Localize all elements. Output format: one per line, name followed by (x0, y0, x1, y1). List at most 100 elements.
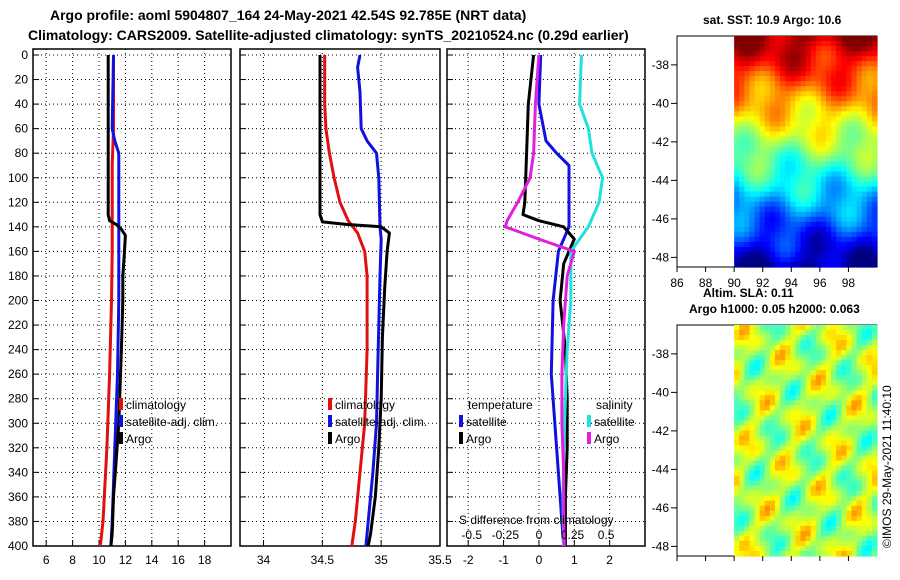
map-cell (856, 500, 863, 507)
map-cell (754, 545, 761, 552)
map-cell (790, 81, 796, 87)
map-cell (795, 440, 802, 447)
map-cell (805, 126, 812, 133)
map-cell (795, 176, 802, 183)
map-cell (836, 56, 842, 62)
map-cell (810, 370, 817, 376)
map-cell (851, 530, 858, 537)
depth-tick-label: 360 (8, 490, 28, 504)
map-cell (759, 430, 766, 437)
map-cell (831, 116, 837, 122)
map-cell (749, 151, 756, 158)
map-cell (800, 146, 807, 153)
map-cell (810, 176, 817, 183)
map-cell (744, 176, 751, 183)
map-cell (754, 81, 761, 87)
map-cell (871, 66, 878, 72)
map-cell (780, 106, 786, 112)
map-cell (856, 211, 863, 218)
sla-map-title-2: Argo h1000: 0.05 h2000: 0.063 (689, 302, 860, 316)
map-cell (815, 76, 822, 82)
map-cell (739, 181, 745, 188)
map-cell (749, 545, 756, 552)
map-cell (780, 141, 786, 148)
map-cell (769, 535, 776, 542)
map-cell (836, 410, 842, 416)
map-cell (780, 465, 786, 472)
map-cell (749, 121, 756, 127)
map-cell (810, 515, 817, 522)
map-cell (769, 86, 776, 92)
map-cell (871, 540, 878, 547)
map-cell (820, 520, 827, 527)
map-cell (744, 221, 751, 228)
difference-legend: temperature satellite Argo salinity sate… (459, 398, 635, 527)
map-cell (744, 400, 751, 406)
map-cell (785, 500, 791, 507)
x-tick-label: 10 (92, 553, 106, 567)
map-cell (785, 141, 791, 148)
map-cell (744, 435, 751, 442)
map-cell (851, 176, 858, 183)
map-cell (871, 525, 878, 532)
map-cell (831, 330, 837, 336)
map-cell (774, 86, 781, 92)
map-cell (759, 340, 766, 346)
map-cell (871, 201, 878, 208)
map-cell (785, 251, 791, 258)
map-cell (856, 86, 863, 92)
map-cell (831, 395, 837, 401)
map-cell (734, 375, 740, 381)
map-cell (739, 171, 745, 178)
series-line-climatology (98, 55, 115, 547)
map-cell (800, 535, 807, 542)
map-cell (739, 380, 745, 386)
map-cell (810, 500, 817, 507)
map-cell (795, 76, 802, 82)
map-cell (744, 385, 751, 391)
map-cell (769, 415, 776, 422)
map-cell (846, 91, 853, 97)
map-cell (820, 400, 827, 406)
map-cell (774, 41, 781, 47)
map-cell (754, 460, 761, 467)
map-cell (825, 405, 832, 411)
map-cell (795, 470, 802, 477)
map-cell (774, 56, 781, 62)
map-cell (846, 171, 853, 178)
map-cell (754, 515, 761, 522)
map-cell (780, 330, 786, 336)
map-cell (759, 96, 766, 102)
map-cell (815, 410, 822, 416)
map-cell (861, 71, 868, 77)
map-cell (780, 430, 786, 437)
map-cell (790, 435, 796, 442)
map-cell (866, 400, 873, 406)
map-cell (871, 420, 878, 427)
map-cell (744, 350, 751, 356)
map-cell (759, 191, 766, 198)
map-cell (790, 226, 796, 233)
map-cell (831, 211, 837, 218)
map-cell (800, 46, 807, 52)
map-cell (836, 395, 842, 401)
map-cell (836, 206, 842, 213)
map-cell (795, 520, 802, 527)
map-cell (795, 485, 802, 492)
map-cell (800, 435, 807, 442)
map-cell (841, 550, 847, 557)
map-cell (815, 106, 822, 112)
map-cell (785, 370, 791, 376)
map-cell (841, 445, 847, 452)
lat-tick-label: -48 (652, 250, 670, 264)
map-cell (769, 530, 776, 537)
map-cell (734, 405, 740, 411)
map-cell (759, 201, 766, 208)
map-cell (836, 91, 842, 97)
map-cell (769, 236, 776, 243)
map-cell (851, 156, 858, 163)
map-cell (785, 136, 791, 143)
map-cell (790, 141, 796, 148)
map-cell (744, 360, 751, 366)
map-cell (871, 550, 878, 557)
